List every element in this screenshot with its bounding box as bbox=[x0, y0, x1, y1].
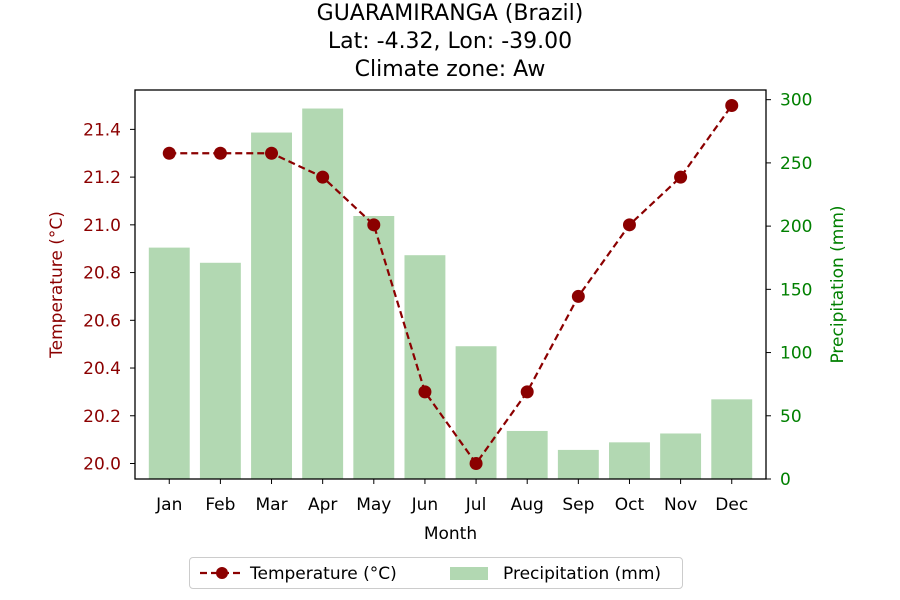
precipitation-bar-mar bbox=[251, 132, 292, 480]
temperature-point-apr bbox=[316, 170, 330, 184]
temperature-point-nov bbox=[674, 170, 688, 184]
x-tick-label-apr: Apr bbox=[308, 495, 337, 515]
y-right-tick-label: 50 bbox=[780, 407, 802, 427]
x-tick-label-feb: Feb bbox=[205, 495, 235, 515]
precipitation-bar-feb bbox=[199, 262, 241, 479]
precipitation-bar-sep bbox=[557, 449, 599, 479]
temperature-point-sep bbox=[571, 289, 585, 303]
legend-temperature-marker bbox=[200, 567, 244, 579]
x-axis-label: Month bbox=[424, 524, 477, 544]
y-left-tick-label: 21.4 bbox=[83, 120, 121, 140]
x-tick-label-mar: Mar bbox=[255, 495, 287, 515]
legend-precipitation-swatch bbox=[450, 567, 488, 580]
y-left-tick-label: 21.0 bbox=[83, 216, 121, 236]
y-left-axis-label: Temperature (°C) bbox=[47, 211, 67, 359]
chart-title-line-3: Climate zone: Aw bbox=[354, 57, 546, 82]
precipitation-bar-dec bbox=[711, 399, 753, 479]
y-left-tick-label: 20.2 bbox=[83, 407, 121, 427]
chart-title-line-1: GUARAMIRANGA (Brazil) bbox=[316, 1, 584, 26]
precipitation-bar-jan bbox=[148, 247, 190, 479]
temperature-point-feb bbox=[213, 146, 227, 160]
x-tick-label-jul: Jul bbox=[465, 495, 487, 515]
temperature-point-oct bbox=[622, 218, 636, 232]
y-left-tick-label: 20.4 bbox=[83, 359, 121, 379]
temperature-point-aug bbox=[520, 385, 534, 399]
temperature-point-may bbox=[367, 218, 381, 232]
precipitation-bar-nov bbox=[660, 433, 702, 479]
y-right-tick-label: 300 bbox=[780, 91, 812, 111]
y-left-tick-label: 21.2 bbox=[83, 168, 121, 188]
y-left-tick-label: 20.6 bbox=[83, 311, 121, 331]
y-right-tick-label: 250 bbox=[780, 154, 812, 174]
temperature-point-jun bbox=[418, 385, 432, 399]
precipitation-bar-jun bbox=[404, 255, 446, 479]
y-right-tick-label: 200 bbox=[780, 217, 812, 237]
precipitation-bar-jul bbox=[455, 346, 497, 479]
precipitation-bar-oct bbox=[609, 442, 650, 479]
chart-title-line-2: Lat: -4.32, Lon: -39.00 bbox=[327, 29, 573, 54]
precipitation-bar-aug bbox=[506, 430, 548, 479]
precipitation-bar-apr bbox=[302, 108, 344, 480]
temperature-point-mar bbox=[265, 146, 279, 160]
x-tick-label-aug: Aug bbox=[511, 495, 544, 515]
x-tick-label-jan: Jan bbox=[155, 495, 182, 515]
legend-temperature-label: Temperature (°C) bbox=[250, 564, 397, 584]
legend-precipitation-label: Precipitation (mm) bbox=[503, 564, 662, 584]
y-right-axis-label: Precipitation (mm) bbox=[828, 205, 848, 363]
y-right-tick-label: 150 bbox=[780, 280, 812, 300]
temperature-point-dec bbox=[725, 99, 739, 113]
plot-frame bbox=[134, 89, 767, 480]
x-tick-label-oct: Oct bbox=[615, 495, 645, 515]
y-left-tick-label: 20.8 bbox=[83, 264, 121, 284]
temperature-point-jan bbox=[162, 146, 176, 160]
temperature-point-jul bbox=[469, 456, 483, 470]
x-tick-label-may: May bbox=[356, 495, 391, 515]
precipitation-bar-may bbox=[353, 215, 395, 480]
x-tick-label-dec: Dec bbox=[715, 495, 748, 515]
x-tick-label-jun: Jun bbox=[411, 495, 439, 515]
y-right-tick-label: 100 bbox=[780, 344, 812, 364]
chart-legend: Temperature (°C) Precipitation (mm) bbox=[189, 557, 683, 589]
y-left-tick-label: 20.0 bbox=[83, 454, 121, 474]
x-tick-label-sep: Sep bbox=[562, 495, 594, 515]
temperature-line bbox=[169, 104, 733, 466]
y-right-tick-label: 0 bbox=[780, 470, 791, 490]
x-tick-label-nov: Nov bbox=[664, 495, 697, 515]
